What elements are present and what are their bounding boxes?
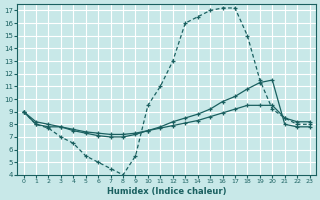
X-axis label: Humidex (Indice chaleur): Humidex (Indice chaleur) bbox=[107, 187, 226, 196]
